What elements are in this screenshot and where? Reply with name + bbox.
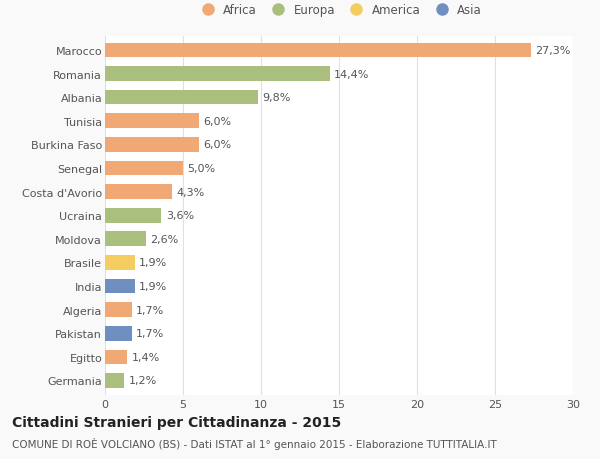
- Bar: [105, 161, 183, 176]
- Bar: [105, 350, 127, 364]
- Bar: [105, 44, 531, 58]
- Text: 2,6%: 2,6%: [150, 234, 178, 244]
- Text: 27,3%: 27,3%: [536, 46, 571, 56]
- Bar: [105, 138, 199, 152]
- Text: 1,7%: 1,7%: [136, 329, 164, 338]
- Bar: [105, 91, 258, 105]
- Text: 1,9%: 1,9%: [139, 281, 167, 291]
- Text: 4,3%: 4,3%: [177, 187, 205, 197]
- Text: 5,0%: 5,0%: [188, 163, 216, 174]
- Text: 6,0%: 6,0%: [203, 117, 232, 127]
- Text: 1,9%: 1,9%: [139, 258, 167, 268]
- Bar: [105, 208, 161, 223]
- Text: 6,0%: 6,0%: [203, 140, 232, 150]
- Text: 1,2%: 1,2%: [128, 375, 157, 386]
- Text: Cittadini Stranieri per Cittadinanza - 2015: Cittadini Stranieri per Cittadinanza - 2…: [12, 415, 341, 429]
- Bar: [105, 232, 146, 246]
- Bar: [105, 326, 131, 341]
- Text: 1,4%: 1,4%: [131, 352, 160, 362]
- Text: 1,7%: 1,7%: [136, 305, 164, 315]
- Bar: [105, 279, 134, 294]
- Bar: [105, 185, 172, 200]
- Text: 9,8%: 9,8%: [263, 93, 291, 103]
- Text: COMUNE DI ROÈ VOLCIANO (BS) - Dati ISTAT al 1° gennaio 2015 - Elaborazione TUTTI: COMUNE DI ROÈ VOLCIANO (BS) - Dati ISTAT…: [12, 437, 497, 449]
- Text: 14,4%: 14,4%: [334, 69, 370, 79]
- Bar: [105, 67, 329, 82]
- Text: 3,6%: 3,6%: [166, 211, 194, 221]
- Legend: Africa, Europa, America, Asia: Africa, Europa, America, Asia: [194, 1, 484, 19]
- Bar: [105, 256, 134, 270]
- Bar: [105, 114, 199, 129]
- Bar: [105, 302, 131, 317]
- Bar: [105, 373, 124, 388]
